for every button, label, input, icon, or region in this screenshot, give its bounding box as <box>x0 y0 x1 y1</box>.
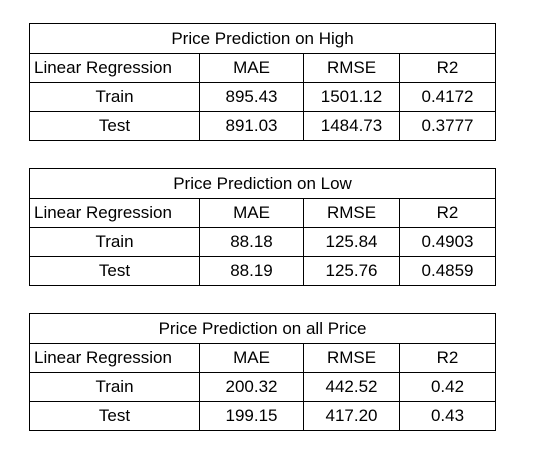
cell-rmse: 125.76 <box>303 256 400 286</box>
cell-mae: 895.43 <box>199 82 304 112</box>
header-rmse: RMSE <box>303 53 400 83</box>
cell-mae: 199.15 <box>199 401 304 431</box>
table-row: Train 895.43 1501.12 0.4172 <box>29 82 496 112</box>
cell-r2: 0.4172 <box>399 82 496 112</box>
header-model: Linear Regression <box>29 53 200 83</box>
table-row: Train 200.32 442.52 0.42 <box>29 372 496 402</box>
row-label: Train <box>29 372 200 402</box>
header-rmse: RMSE <box>303 343 400 373</box>
table-price-prediction-all: Price Prediction on all Price Linear Reg… <box>29 313 496 431</box>
cell-mae: 891.03 <box>199 111 304 141</box>
table-header-row: Linear Regression MAE RMSE R2 <box>29 198 497 228</box>
table-row: Test 199.15 417.20 0.43 <box>29 401 496 431</box>
cell-r2: 0.4903 <box>398 227 497 257</box>
cell-mae: 88.18 <box>199 227 304 257</box>
cell-rmse: 1484.73 <box>303 111 400 141</box>
cell-rmse: 417.20 <box>303 401 400 431</box>
cell-rmse: 125.84 <box>303 227 400 257</box>
cell-r2: 0.42 <box>399 372 496 402</box>
row-label: Test <box>29 256 200 286</box>
table-price-prediction-low: Price Prediction on Low Linear Regressio… <box>28 168 497 286</box>
table-row: Test 891.03 1484.73 0.3777 <box>29 111 496 141</box>
header-r2: R2 <box>398 198 497 228</box>
row-label: Train <box>29 227 200 257</box>
header-mae: MAE <box>199 198 304 228</box>
row-label: Test <box>29 111 200 141</box>
table-row: Train 88.18 125.84 0.4903 <box>29 227 497 257</box>
header-r2: R2 <box>399 53 496 83</box>
table-title-row: Price Prediction on High <box>29 23 496 54</box>
row-label: Test <box>29 401 200 431</box>
header-mae: MAE <box>199 53 304 83</box>
table-row: Test 88.19 125.76 0.4859 <box>29 256 497 286</box>
cell-mae: 200.32 <box>199 372 304 402</box>
cell-r2: 0.3777 <box>399 111 496 141</box>
table-header-row: Linear Regression MAE RMSE R2 <box>29 343 496 373</box>
row-label: Train <box>29 82 200 112</box>
header-rmse: RMSE <box>303 198 400 228</box>
table-title: Price Prediction on High <box>29 23 496 54</box>
header-model: Linear Regression <box>29 343 200 373</box>
cell-r2: 0.43 <box>399 401 496 431</box>
table-header-row: Linear Regression MAE RMSE R2 <box>29 53 496 83</box>
table-title: Price Prediction on all Price <box>29 313 496 344</box>
table-title-row: Price Prediction on all Price <box>29 313 496 344</box>
cell-rmse: 442.52 <box>303 372 400 402</box>
header-model: Linear Regression <box>29 198 200 228</box>
cell-r2: 0.4859 <box>398 256 497 286</box>
header-r2: R2 <box>399 343 496 373</box>
table-title-row: Price Prediction on Low <box>28 168 497 199</box>
cell-rmse: 1501.12 <box>303 82 400 112</box>
header-mae: MAE <box>199 343 304 373</box>
table-price-prediction-high: Price Prediction on High Linear Regressi… <box>29 23 496 141</box>
cell-mae: 88.19 <box>199 256 304 286</box>
table-title: Price Prediction on Low <box>28 168 497 199</box>
